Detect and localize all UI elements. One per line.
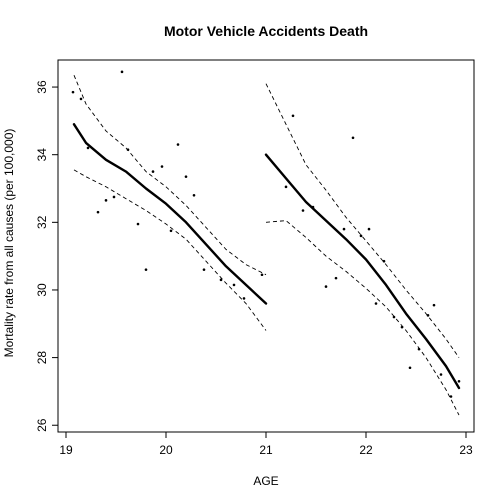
data-point xyxy=(324,285,328,288)
data-points xyxy=(71,70,461,398)
y-axis: 26 28 30 32 34 36 xyxy=(35,80,58,432)
plot-frame xyxy=(57,59,475,433)
data-point xyxy=(439,373,443,376)
data-point xyxy=(260,273,264,277)
y-tick-label: 36 xyxy=(35,80,49,94)
fit-line-1 xyxy=(72,123,268,305)
data-point xyxy=(382,259,386,263)
upper-band-line-2 xyxy=(265,83,460,358)
x-axis: 19 20 21 22 23 xyxy=(59,432,473,457)
data-point xyxy=(136,222,140,226)
data-point xyxy=(232,283,236,287)
lower-band-line-1 xyxy=(73,169,267,331)
x-tick-label: 22 xyxy=(359,443,373,457)
data-point xyxy=(284,185,288,189)
fit-line-2 xyxy=(264,153,461,390)
data-point xyxy=(242,297,246,300)
y-tick-label: 34 xyxy=(35,148,49,162)
data-point xyxy=(202,268,206,271)
data-point xyxy=(457,379,461,383)
y-tick-label: 32 xyxy=(35,215,49,229)
data-point xyxy=(417,347,421,351)
x-tick-label: 23 xyxy=(459,443,473,457)
data-point xyxy=(408,366,412,370)
data-point xyxy=(79,97,83,101)
lower-band-line-2 xyxy=(265,220,460,416)
data-point xyxy=(392,315,396,319)
data-point xyxy=(311,205,315,209)
data-point xyxy=(176,143,180,146)
data-point xyxy=(144,268,148,271)
data-point xyxy=(367,227,371,231)
data-point xyxy=(291,114,295,118)
data-point xyxy=(334,276,338,280)
data-point xyxy=(126,148,130,151)
x-axis-label: AGE xyxy=(253,474,278,488)
data-point xyxy=(432,303,436,307)
data-point xyxy=(374,302,378,305)
data-point xyxy=(184,175,188,178)
data-point xyxy=(359,234,363,238)
data-point xyxy=(112,195,116,199)
data-point xyxy=(219,278,223,282)
confidence-bands xyxy=(73,75,460,416)
data-point xyxy=(151,170,155,173)
x-tick-label: 20 xyxy=(159,443,173,457)
data-point xyxy=(342,227,346,231)
y-tick-label: 28 xyxy=(35,351,49,365)
data-point xyxy=(96,210,100,214)
data-point xyxy=(449,395,453,398)
y-tick-label: 26 xyxy=(35,418,49,432)
x-tick-label: 19 xyxy=(59,443,73,457)
x-tick-label: 21 xyxy=(259,443,273,457)
chart-title: Motor Vehicle Accidents Death xyxy=(164,23,368,39)
y-axis-label: Mortality rate from all causes (per 100,… xyxy=(2,129,16,358)
data-point xyxy=(400,325,404,329)
data-point xyxy=(301,209,305,212)
data-point xyxy=(351,136,355,140)
data-point xyxy=(104,199,108,202)
upper-band-line-1 xyxy=(73,75,267,276)
data-point xyxy=(426,314,430,317)
data-point xyxy=(160,165,164,168)
data-point xyxy=(192,193,196,197)
data-point xyxy=(120,70,124,74)
data-point xyxy=(71,90,75,94)
data-point xyxy=(86,146,90,150)
data-point xyxy=(169,229,173,233)
fit-curves xyxy=(72,123,461,390)
y-tick-label: 30 xyxy=(35,283,49,297)
